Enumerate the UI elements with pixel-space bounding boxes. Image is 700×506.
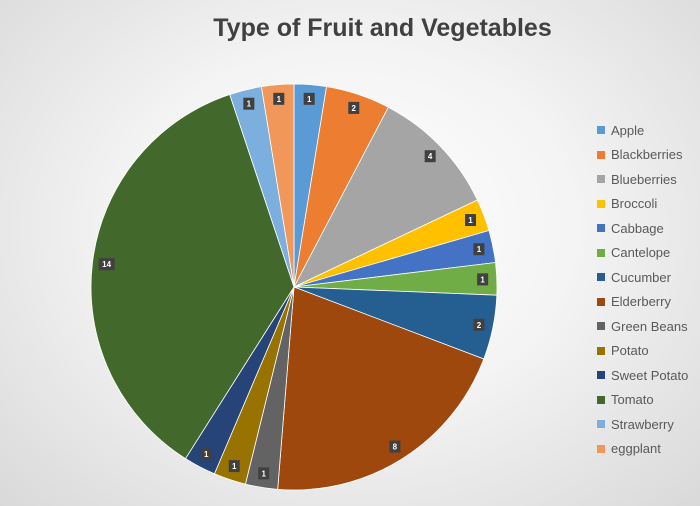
legend-label: Strawberry <box>611 416 674 432</box>
legend-label: Blueberries <box>611 171 677 187</box>
data-label-value: 4 <box>428 152 433 161</box>
data-label-box <box>98 258 115 271</box>
legend-label: Broccoli <box>611 196 658 212</box>
legend-swatch <box>597 126 605 135</box>
data-label-box <box>200 448 212 461</box>
data-label-value: 8 <box>393 443 398 452</box>
legend-label: Green Beans <box>611 318 688 334</box>
legend-swatch <box>597 371 605 380</box>
pie-slice-eggplant <box>260 83 295 288</box>
legend-swatch <box>597 150 605 159</box>
legend-item-blackberries: Blackberries <box>597 143 700 168</box>
legend-label: Cucumber <box>611 269 671 285</box>
data-label-value: 1 <box>468 216 473 225</box>
data-label-value: 1 <box>247 100 252 109</box>
data-label-value: 1 <box>232 462 237 471</box>
data-label-apple: 1 <box>303 92 315 105</box>
legend-swatch <box>597 420 605 429</box>
legend-swatch <box>597 224 605 233</box>
legend-swatch <box>597 175 605 184</box>
data-label-elderberry: 8 <box>389 440 401 453</box>
data-label-value: 1 <box>261 469 266 478</box>
legend-label: Sweet Potato <box>611 367 689 383</box>
legend-item-green-beans: Green Beans <box>597 314 700 339</box>
data-label-value: 1 <box>480 275 485 284</box>
data-label-eggplant: 1 <box>273 92 285 105</box>
data-label-box <box>473 243 485 256</box>
data-label-box <box>243 97 255 110</box>
data-label-potato: 1 <box>228 460 240 473</box>
legend-swatch <box>597 273 605 282</box>
legend-swatch <box>597 297 605 306</box>
data-label-cucumber: 2 <box>473 318 485 331</box>
legend-label: Apple <box>611 122 645 138</box>
legend-swatch <box>597 322 605 331</box>
data-label-box <box>258 467 270 480</box>
legend-swatch <box>597 248 605 257</box>
data-label-box <box>273 92 285 105</box>
legend-label: Tomato <box>611 392 654 408</box>
data-label-value: 1 <box>477 245 482 254</box>
data-label-box <box>303 92 315 105</box>
data-label-tomato: 14 <box>98 258 115 271</box>
data-label-box <box>477 273 489 286</box>
legend-item-elderberry: Elderberry <box>597 290 700 315</box>
data-label-box <box>473 318 485 331</box>
legend-item-apple: Apple <box>597 118 700 143</box>
data-label-strawberry: 1 <box>243 97 255 110</box>
data-label-value: 1 <box>277 95 282 104</box>
data-label-value: 2 <box>352 104 357 113</box>
data-label-value: 1 <box>204 450 209 459</box>
legend-swatch <box>597 346 605 355</box>
data-label-value: 2 <box>477 321 482 330</box>
legend-item-potato: Potato <box>597 339 700 364</box>
data-label-cabbage: 1 <box>473 243 485 256</box>
pie-slice-tomato <box>90 93 295 460</box>
data-label-blueberries: 4 <box>424 150 436 163</box>
chart-title: Type of Fruit and Vegetables <box>213 14 552 42</box>
data-label-box <box>348 101 360 114</box>
legend-label: Potato <box>611 343 649 359</box>
legend-item-eggplant: eggplant <box>597 437 700 462</box>
pie-slice-elderberry <box>277 286 485 491</box>
legend-swatch <box>597 395 605 404</box>
data-label-value: 14 <box>102 260 111 269</box>
legend-label: Elderberry <box>611 294 671 310</box>
legend-label: Blackberries <box>611 147 683 163</box>
legend-label: Cabbage <box>611 220 664 236</box>
data-label-box <box>228 460 240 473</box>
data-label-green-beans: 1 <box>258 467 270 480</box>
legend-swatch <box>597 444 605 453</box>
data-label-broccoli: 1 <box>465 214 477 227</box>
pie-slices <box>90 83 498 491</box>
pie-data-labels: 1 2 4 1 1 1 2 8 1 1 1 14 1 1 <box>98 92 489 480</box>
legend-item-strawberry: Strawberry <box>597 412 700 437</box>
data-label-cantelope: 1 <box>477 273 489 286</box>
legend-item-tomato: Tomato <box>597 388 700 413</box>
legend-item-broccoli: Broccoli <box>597 192 700 217</box>
data-label-blackberries: 2 <box>348 101 360 114</box>
chart-legend: Apple Blackberries Blueberries Broccoli Cabb… <box>597 118 700 461</box>
legend-item-cantelope: Cantelope <box>597 241 700 266</box>
legend-label: eggplant <box>611 441 661 457</box>
data-label-value: 1 <box>307 95 312 104</box>
legend-item-cucumber: Cucumber <box>597 265 700 290</box>
data-label-box <box>389 440 401 453</box>
legend-swatch <box>597 199 605 208</box>
legend-label: Cantelope <box>611 245 671 261</box>
data-label-box <box>424 150 436 163</box>
legend-item-cabbage: Cabbage <box>597 216 700 241</box>
data-label-sweet-potato: 1 <box>200 448 212 461</box>
legend-item-blueberries: Blueberries <box>597 167 700 192</box>
data-label-box <box>465 214 477 227</box>
legend-item-sweet-potato: Sweet Potato <box>597 363 700 388</box>
